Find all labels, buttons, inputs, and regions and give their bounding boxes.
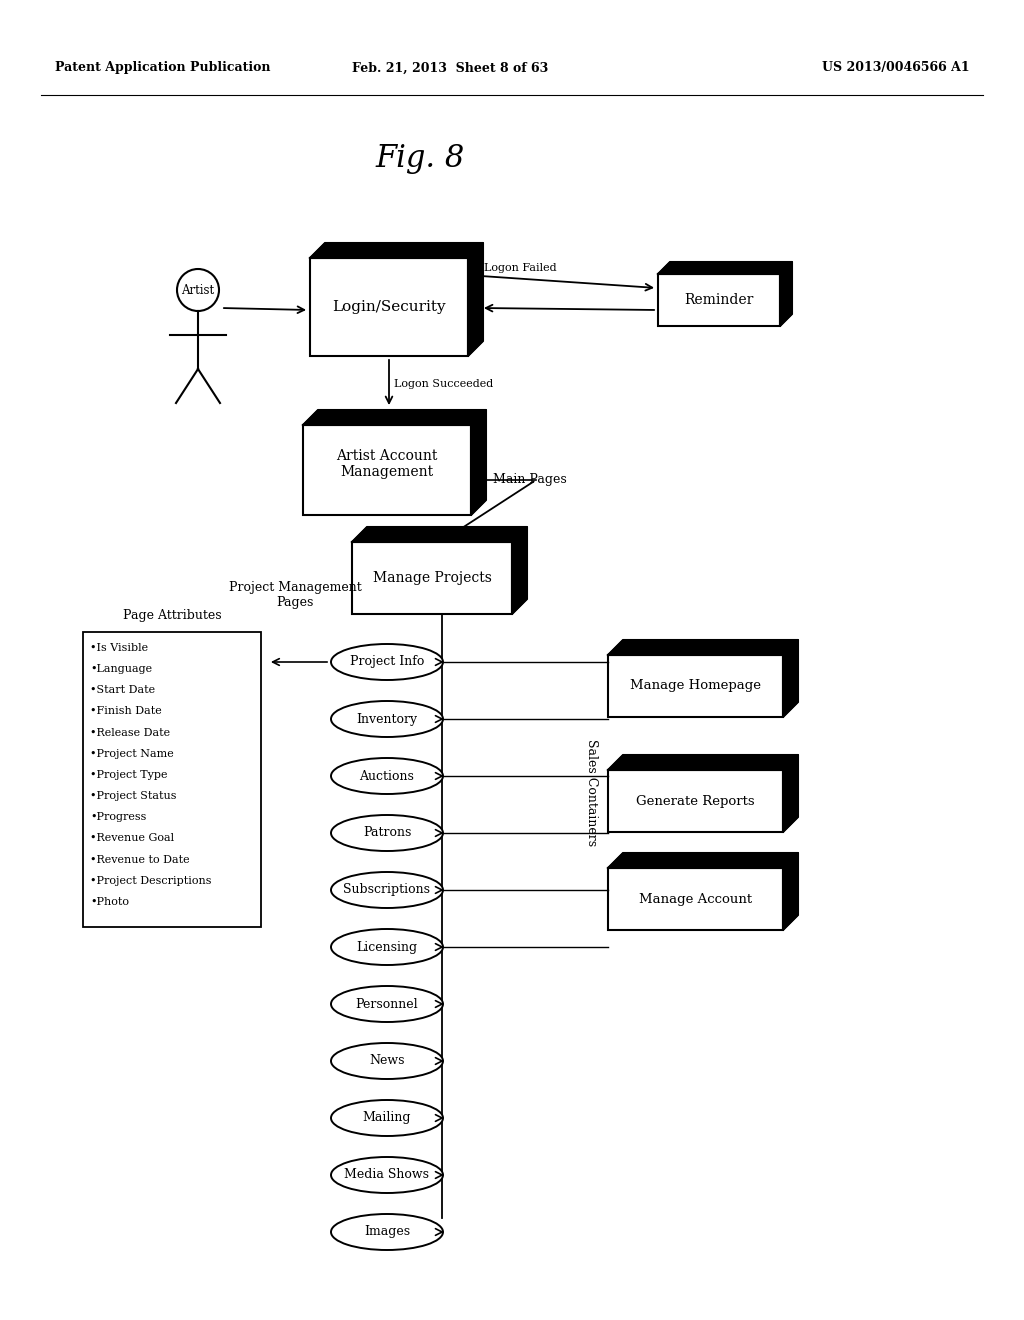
Bar: [310, 257, 468, 356]
Text: Reminder: Reminder: [684, 293, 754, 308]
Text: Auctions: Auctions: [359, 770, 415, 783]
Text: Manage Homepage: Manage Homepage: [630, 680, 761, 693]
Polygon shape: [783, 853, 798, 931]
Polygon shape: [310, 243, 483, 257]
Text: Logon Succeeded: Logon Succeeded: [394, 379, 494, 389]
Text: Login/Security: Login/Security: [332, 300, 445, 314]
Polygon shape: [303, 411, 486, 425]
Text: Mailing: Mailing: [362, 1111, 412, 1125]
Polygon shape: [608, 853, 798, 869]
Text: Images: Images: [364, 1225, 410, 1238]
Text: •Revenue to Date: •Revenue to Date: [90, 854, 189, 865]
Ellipse shape: [331, 1214, 443, 1250]
Text: •Progress: •Progress: [90, 812, 146, 822]
Bar: [608, 869, 783, 931]
Bar: [352, 543, 512, 614]
Text: •Language: •Language: [90, 664, 153, 675]
Polygon shape: [780, 261, 792, 326]
Text: Patent Application Publication: Patent Application Publication: [55, 62, 270, 74]
Polygon shape: [658, 261, 792, 275]
Ellipse shape: [331, 929, 443, 965]
Text: Media Shows: Media Shows: [344, 1168, 429, 1181]
Text: Feb. 21, 2013  Sheet 8 of 63: Feb. 21, 2013 Sheet 8 of 63: [352, 62, 548, 74]
Text: Manage Account: Manage Account: [639, 892, 752, 906]
Text: Licensing: Licensing: [356, 940, 418, 953]
Text: Artist Account
Management: Artist Account Management: [336, 449, 437, 479]
Text: News: News: [370, 1055, 404, 1068]
Text: •Project Type: •Project Type: [90, 770, 168, 780]
Text: Sales Containers: Sales Containers: [586, 739, 598, 846]
Polygon shape: [608, 755, 798, 770]
Ellipse shape: [331, 986, 443, 1022]
Text: •Start Date: •Start Date: [90, 685, 155, 696]
Text: •Release Date: •Release Date: [90, 727, 170, 738]
Ellipse shape: [331, 644, 443, 680]
Text: •Finish Date: •Finish Date: [90, 706, 162, 717]
Ellipse shape: [331, 814, 443, 851]
Bar: [303, 425, 471, 515]
Text: Generate Reports: Generate Reports: [636, 795, 755, 808]
Text: •Is Visible: •Is Visible: [90, 643, 148, 653]
Text: Inventory: Inventory: [356, 713, 418, 726]
Bar: [608, 655, 783, 717]
Text: •Project Descriptions: •Project Descriptions: [90, 875, 212, 886]
Bar: [83, 632, 261, 927]
Text: Project Info: Project Info: [350, 656, 424, 668]
Ellipse shape: [331, 1100, 443, 1137]
Bar: [658, 275, 780, 326]
Ellipse shape: [331, 1043, 443, 1078]
Text: US 2013/0046566 A1: US 2013/0046566 A1: [822, 62, 970, 74]
Text: Logon Failed: Logon Failed: [484, 263, 557, 273]
Ellipse shape: [331, 701, 443, 737]
Ellipse shape: [331, 1158, 443, 1193]
Bar: [608, 770, 783, 832]
Polygon shape: [352, 527, 527, 543]
Polygon shape: [512, 527, 527, 614]
Text: •Project Name: •Project Name: [90, 748, 174, 759]
Ellipse shape: [331, 873, 443, 908]
Polygon shape: [783, 755, 798, 832]
Text: Main Pages: Main Pages: [493, 474, 566, 487]
Text: Personnel: Personnel: [355, 998, 419, 1011]
Text: •Photo: •Photo: [90, 896, 129, 907]
Text: Project Management
Pages: Project Management Pages: [228, 581, 361, 609]
Text: Manage Projects: Manage Projects: [373, 572, 492, 585]
Text: Patrons: Patrons: [362, 826, 412, 840]
Polygon shape: [471, 411, 486, 515]
Text: •Project Status: •Project Status: [90, 791, 176, 801]
Text: Page Attributes: Page Attributes: [123, 610, 221, 623]
Text: Artist: Artist: [181, 284, 215, 297]
Text: Subscriptions: Subscriptions: [343, 883, 430, 896]
Polygon shape: [783, 640, 798, 717]
Ellipse shape: [331, 758, 443, 795]
Text: •Revenue Goal: •Revenue Goal: [90, 833, 174, 843]
Polygon shape: [608, 640, 798, 655]
Text: Fig. 8: Fig. 8: [376, 143, 465, 173]
Polygon shape: [468, 243, 483, 356]
